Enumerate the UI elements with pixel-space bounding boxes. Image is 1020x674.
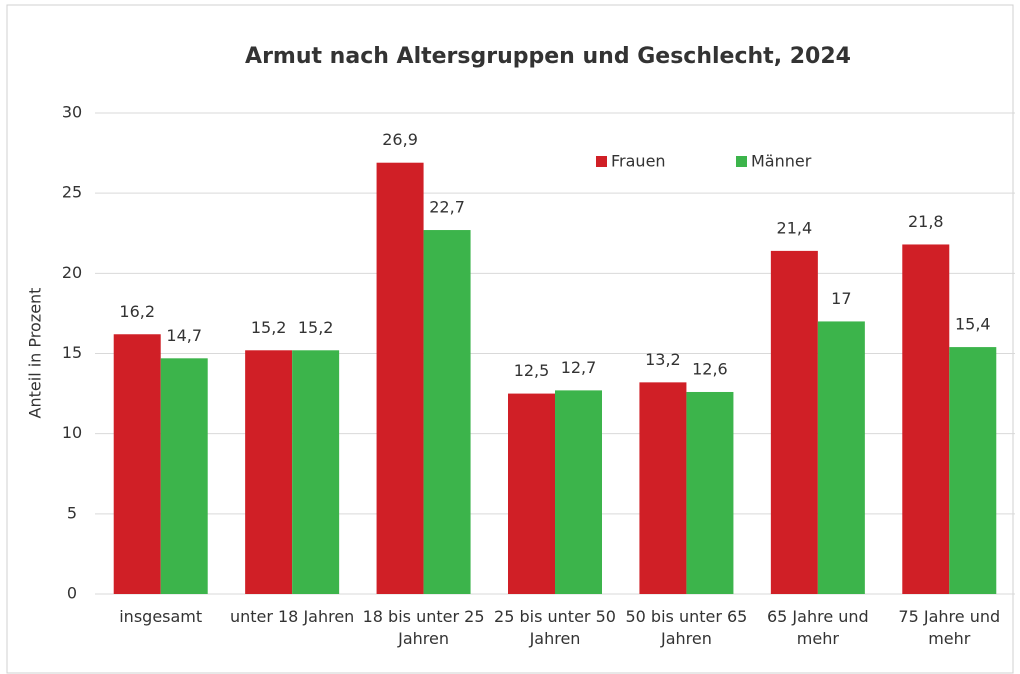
bar: [770, 250, 818, 595]
data-label: 22,7: [429, 198, 465, 217]
bar: [423, 230, 471, 594]
bar: [245, 350, 293, 594]
data-label: 15,2: [251, 318, 287, 337]
chart-frame: [6, 4, 1014, 674]
x-tick-label: 75 Jahre und mehr: [898, 607, 1001, 648]
x-tick-label: 25 bis unter 50 Jahren: [494, 607, 616, 648]
y-axis-label: Anteil in Prozent: [26, 288, 45, 419]
y-tick-label: 20: [62, 263, 82, 282]
y-tick-label: 15: [62, 343, 82, 362]
x-tick-label: 50 bis unter 65 Jahren: [625, 607, 748, 648]
bar: [555, 390, 602, 594]
bar: [160, 358, 208, 594]
data-label: 17: [831, 289, 851, 308]
bar: [949, 347, 997, 594]
y-tick-label: 25: [62, 183, 82, 202]
x-tick-label: insgesamt: [119, 607, 203, 626]
data-label: 13,2: [645, 350, 681, 369]
chart-title: Armut nach Altersgruppen und Geschlecht,…: [245, 44, 851, 69]
x-tick-label: 65 Jahre und mehr: [766, 607, 869, 648]
bar: [902, 244, 950, 594]
data-label: 15,2: [298, 318, 334, 337]
legend-swatch: [596, 156, 607, 167]
bar: [376, 162, 424, 594]
data-label: 12,5: [514, 361, 550, 380]
y-tick-label: 0: [67, 584, 77, 603]
legend-label: Frauen: [611, 152, 666, 171]
x-tick-label: unter 18 Jahren: [229, 607, 355, 626]
data-label: 14,7: [166, 326, 202, 345]
y-tick-label: 30: [62, 103, 82, 122]
data-label: 26,9: [382, 130, 418, 149]
data-label: 16,2: [119, 302, 155, 321]
data-label: 21,8: [908, 212, 944, 231]
legend-label: Männer: [751, 152, 812, 171]
data-label: 15,4: [955, 315, 991, 334]
data-label: 12,7: [561, 358, 597, 377]
legend-swatch: [736, 156, 747, 167]
bar: [508, 393, 555, 594]
data-label: 21,4: [777, 218, 813, 237]
bar: [292, 350, 340, 594]
bar: [113, 334, 161, 594]
bar: [686, 391, 734, 594]
bar: [817, 321, 865, 594]
data-label: 12,6: [692, 359, 728, 378]
y-tick-label: 10: [62, 423, 82, 442]
bar: [639, 382, 687, 594]
x-tick-label: 18 bis unter 25 Jahren: [362, 607, 485, 648]
y-tick-label: 5: [67, 503, 77, 522]
